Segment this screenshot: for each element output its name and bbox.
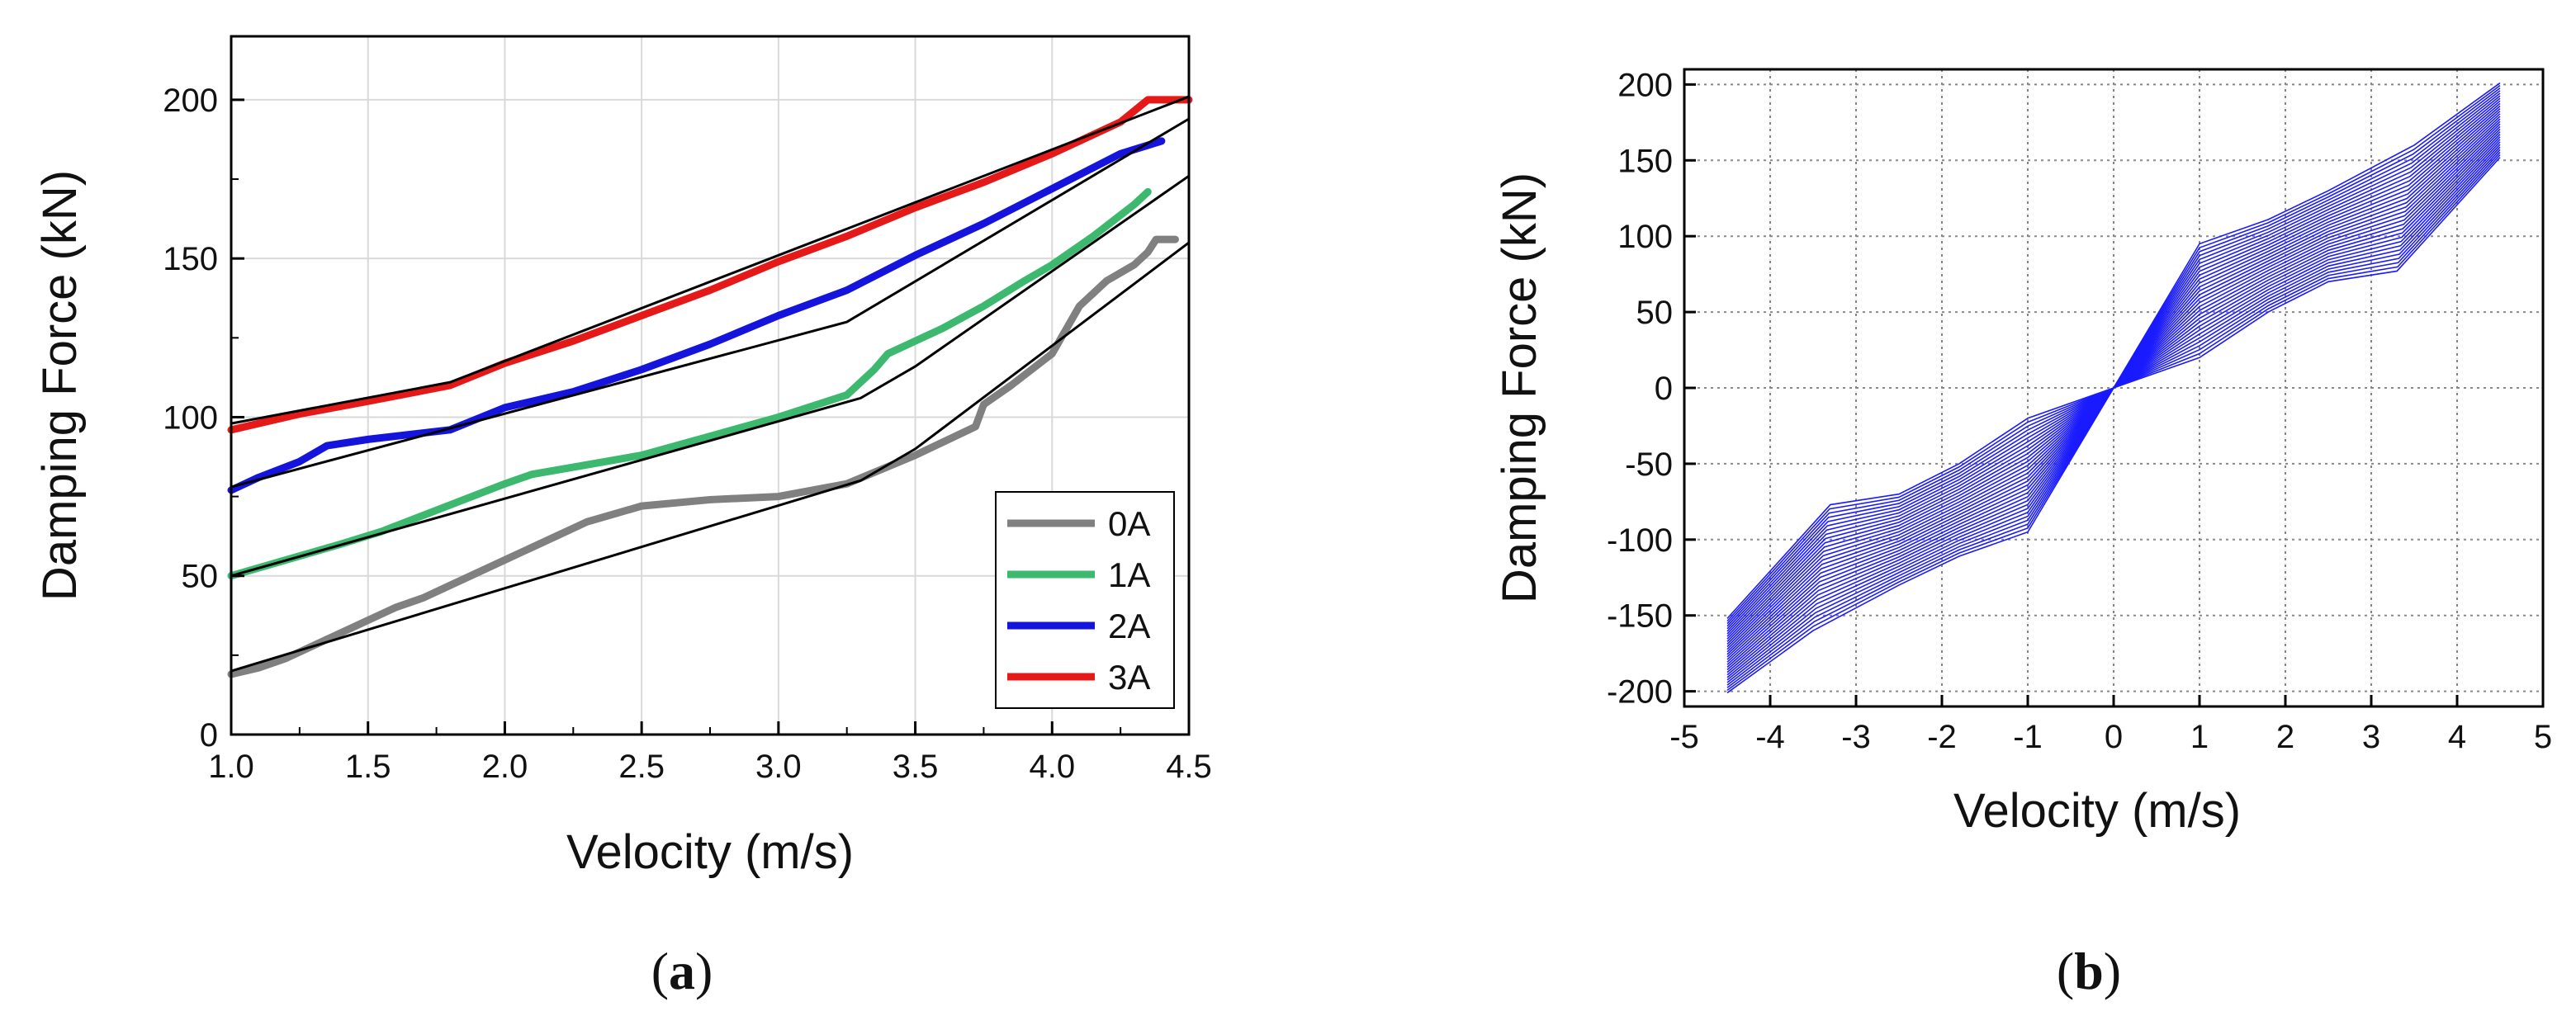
panel-label-b: (b) [2057, 942, 2121, 1000]
series-line-2A [227, 137, 1166, 494]
x-tick-label: 3.0 [755, 749, 802, 785]
x-tick-label: 2.0 [482, 749, 528, 785]
y-tick-label: -200 [1607, 674, 1673, 711]
ticks-b: -5 -4 -3 -2 -1 0 1 2 3 4 5 200 150 100 50 0 -50 -100 -150 -… [1607, 67, 2552, 755]
series-group-a [227, 96, 1193, 678]
ticks-a: 1.0 1.5 2.0 2.5 3.0 3.5 4.0 4.5 0 50 100 150 200 [163, 83, 1212, 785]
y-axis-title-a: Damping Force (kN) [33, 170, 87, 601]
y-tick-label: 0 [200, 717, 218, 754]
y-tick-label: -100 [1607, 522, 1673, 559]
legend-label-3A: 3A [1108, 658, 1150, 697]
y-tick-label: 200 [1617, 67, 1673, 103]
fit-line-3 [230, 95, 1190, 425]
x-tick-label: -5 [1669, 719, 1699, 755]
x-tick-label: 2.5 [618, 749, 665, 785]
fit-line-1 [230, 174, 1190, 578]
legend-box [995, 491, 1175, 709]
y-tick-label: 50 [1636, 295, 1674, 331]
x-tick-label: 1 [2190, 719, 2209, 755]
x-tick-label: 3.5 [893, 749, 939, 785]
x-tick-label: 0 [2105, 719, 2123, 755]
x-tick-label: -3 [1841, 719, 1871, 755]
fit-lines-group-a [230, 95, 1190, 673]
x-tick-label: 5 [2534, 719, 2552, 755]
y-tick-label: -50 [1625, 446, 1673, 483]
x-tick-label: 4.5 [1166, 749, 1212, 785]
series-line-3A [227, 96, 1193, 434]
x-tick-label: 4.0 [1029, 749, 1075, 785]
x-tick-label: 1.0 [208, 749, 254, 785]
family-curve-29 [1726, 157, 2501, 619]
series-line-0A [227, 235, 1179, 678]
x-tick-label: 3 [2362, 719, 2380, 755]
y-axis-title-b: Damping Force (kN) [1493, 172, 1546, 603]
chart-b: -5 -4 -3 -2 -1 0 1 2 3 4 5 200 150 100 50 0 -50 -100 -150 -… [1493, 67, 2552, 1000]
x-tick-label: -4 [1755, 719, 1785, 755]
panel-label-a: (a) [651, 942, 713, 1000]
y-tick-label: 50 [182, 559, 219, 595]
x-tick-label: 1.5 [345, 749, 391, 785]
legend-label-1A: 1A [1108, 555, 1150, 594]
legend-a: 0A 1A 2A 3A [995, 491, 1175, 709]
y-tick-label: -150 [1607, 598, 1673, 635]
fit-line-0 [230, 241, 1190, 673]
x-axis-title-a: Velocity (m/s) [566, 825, 854, 879]
x-tick-label: 2 [2276, 719, 2294, 755]
series-line-1A [227, 187, 1152, 580]
y-tick-label: 200 [163, 83, 218, 119]
x-tick-label: 4 [2448, 719, 2466, 755]
x-axis-title-b: Velocity (m/s) [1953, 784, 2241, 838]
legend-label-0A: 0A [1108, 504, 1150, 543]
x-tick-label: -1 [2013, 719, 2043, 755]
x-tick-label: -2 [1927, 719, 1957, 755]
legend-label-2A: 2A [1108, 607, 1150, 645]
y-tick-label: 100 [1617, 219, 1673, 255]
y-tick-label: 100 [163, 399, 218, 436]
curve-family-b [1726, 82, 2501, 694]
y-tick-label: 150 [1617, 143, 1673, 179]
fit-line-2 [230, 117, 1190, 489]
y-tick-label: 0 [1655, 371, 1673, 407]
y-tick-label: 150 [163, 241, 218, 277]
